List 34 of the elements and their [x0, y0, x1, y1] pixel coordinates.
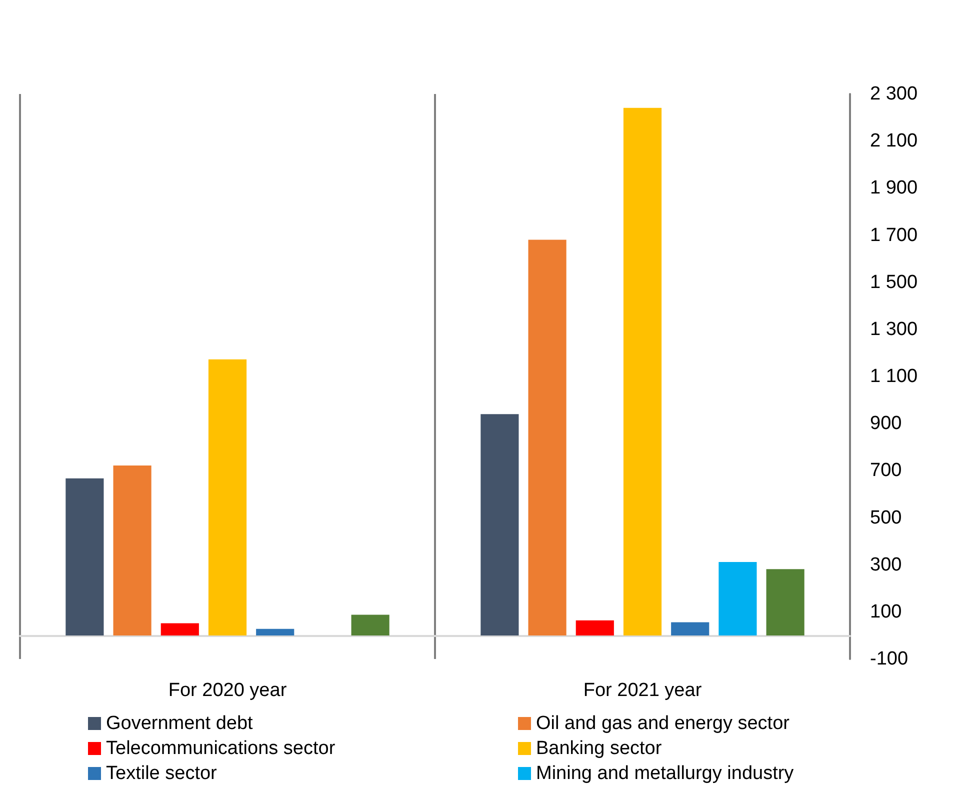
- bar: [256, 628, 294, 636]
- y-tick-label: 1 900: [870, 178, 918, 199]
- y-tick-label: 100: [870, 601, 902, 622]
- bar: [66, 478, 104, 636]
- bar: [718, 562, 757, 636]
- y-tick-label: 500: [870, 507, 902, 528]
- legend-label: Banking sector: [536, 738, 662, 759]
- bar: [351, 614, 390, 636]
- bar: [576, 620, 614, 636]
- y-tick-label: 1 300: [870, 318, 918, 340]
- bar: [766, 569, 804, 636]
- legend-label: Oil and gas and energy sector: [536, 713, 790, 734]
- y-tick-label: 1 100: [870, 366, 918, 387]
- bar: [160, 623, 199, 636]
- y-tick-label: 300: [870, 554, 902, 576]
- y-tick-label: 1 700: [870, 224, 918, 246]
- x-tick-label: For 2020 year: [168, 680, 288, 701]
- legend-label: Textile sector: [106, 763, 218, 784]
- bar: [208, 359, 247, 636]
- y-tick-label: 2 100: [870, 130, 918, 152]
- y-tick-label: 900: [870, 413, 902, 434]
- legend-label: Government debt: [106, 713, 254, 734]
- y-tick-label: 2 300: [870, 84, 918, 104]
- bar: [671, 622, 710, 636]
- bar: [623, 108, 662, 636]
- x-tick-label: For 2021 year: [583, 680, 702, 701]
- y-tick-label: 700: [870, 460, 902, 482]
- bar: [528, 240, 566, 636]
- y-tick-label: -100: [870, 648, 908, 670]
- y-tick-label: 1 500: [870, 272, 918, 293]
- bar: [113, 465, 152, 636]
- legend-label: Mining and metallurgy industry: [536, 763, 794, 784]
- bar: [480, 414, 519, 636]
- legend-label: Telecommunications sector: [106, 738, 336, 759]
